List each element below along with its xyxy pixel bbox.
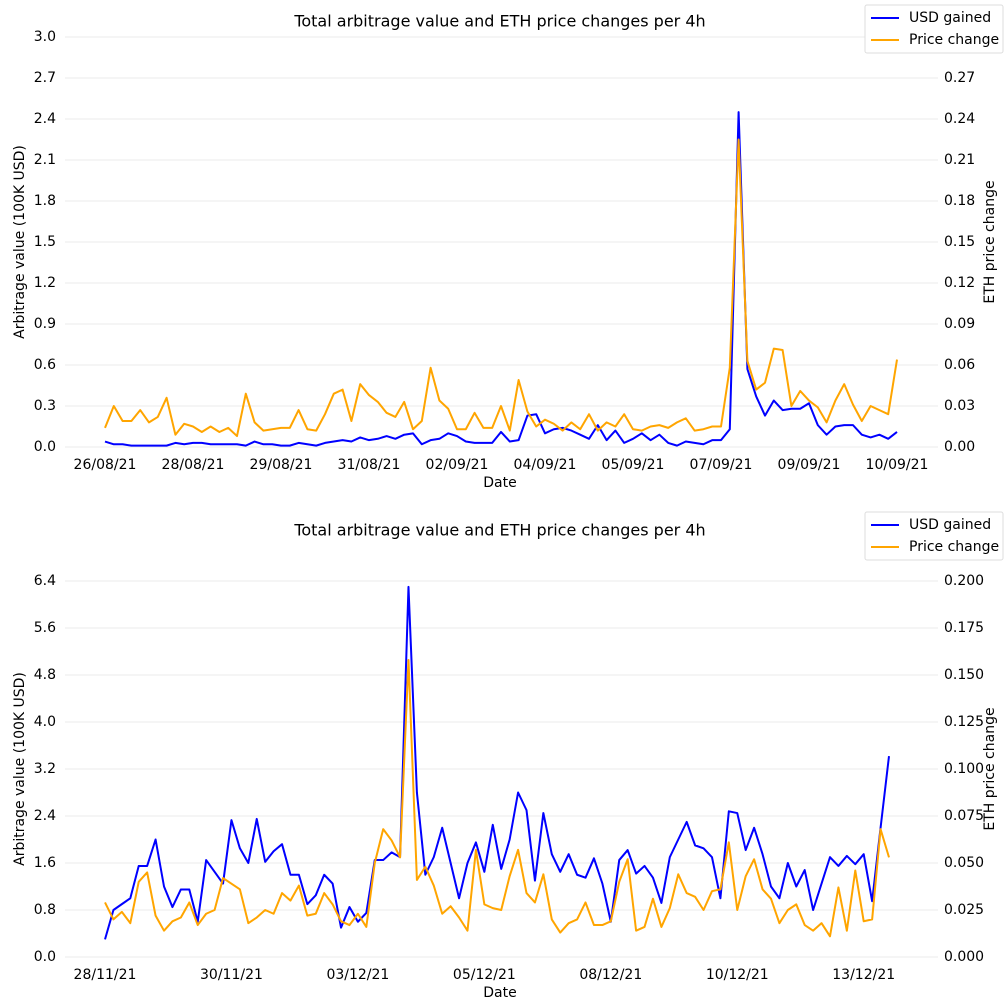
x-tick-label: 26/08/21 (74, 457, 137, 473)
legend-label: Price change (909, 539, 999, 555)
y2-tick-label: 0.03 (944, 398, 975, 414)
y-tick-label: 0.0 (34, 439, 56, 455)
subplot: Total arbitrage value and ETH price chan… (12, 511, 1004, 1000)
y-tick-label: 0.9 (34, 316, 56, 332)
series-line (104, 111, 898, 447)
x-axis-label: Date (483, 985, 516, 1000)
y2-tick-label: 0.000 (944, 949, 984, 965)
x-tick-label: 29/08/21 (250, 457, 313, 473)
y-tick-label: 0.6 (34, 357, 56, 373)
y2-tick-label: 0.12 (944, 275, 975, 291)
y2-tick-label: 0.15 (944, 234, 975, 250)
y2-axis-label: ETH price change (982, 707, 998, 830)
y2-tick-label: 0.025 (944, 902, 984, 918)
y-tick-label: 1.8 (34, 193, 56, 209)
y2-axis-label: ETH price change (982, 180, 998, 303)
x-tick-label: 04/09/21 (514, 457, 577, 473)
y-tick-label: 6.4 (34, 573, 56, 589)
y-tick-label: 2.1 (34, 152, 56, 168)
y-tick-label: 5.6 (34, 620, 56, 636)
y-tick-label: 2.7 (34, 70, 56, 86)
series-line (104, 585, 890, 940)
x-tick-label: 28/11/21 (74, 967, 137, 983)
y-tick-label: 0.0 (34, 949, 56, 965)
x-tick-label: 30/11/21 (200, 967, 263, 983)
y-tick-label: 3.2 (34, 761, 56, 777)
x-tick-label: 05/12/21 (453, 967, 516, 983)
y2-tick-label: 0.24 (944, 111, 975, 127)
x-tick-label: 02/09/21 (426, 457, 489, 473)
y2-tick-label: 0.200 (944, 573, 984, 589)
x-tick-label: 08/12/21 (579, 967, 642, 983)
x-tick-label: 09/09/21 (778, 457, 841, 473)
y-tick-label: 2.4 (34, 111, 56, 127)
x-tick-label: 31/08/21 (338, 457, 401, 473)
y-tick-label: 1.6 (34, 855, 56, 871)
chart-title: Total arbitrage value and ETH price chan… (293, 521, 705, 540)
y-tick-label: 0.3 (34, 398, 56, 414)
x-tick-label: 03/12/21 (326, 967, 389, 983)
series-line (104, 138, 898, 438)
y-tick-label: 1.5 (34, 234, 56, 250)
legend-box (864, 4, 1004, 54)
y2-tick-label: 0.125 (944, 714, 984, 730)
x-tick-label: 05/09/21 (602, 457, 665, 473)
legend-label: USD gained (909, 10, 991, 26)
y2-tick-label: 0.00 (944, 439, 975, 455)
y-axis-label: Arbitrage value (100K USD) (12, 145, 28, 339)
series-line (104, 658, 890, 938)
x-tick-label: 10/12/21 (706, 967, 769, 983)
y2-tick-label: 0.075 (944, 808, 984, 824)
subplot: Total arbitrage value and ETH price chan… (12, 4, 1004, 491)
y2-tick-label: 0.050 (944, 855, 984, 871)
legend-box (864, 511, 1004, 561)
legend-label: Price change (909, 32, 999, 48)
y2-tick-label: 0.09 (944, 316, 975, 332)
y-tick-label: 2.4 (34, 808, 56, 824)
y-tick-label: 4.0 (34, 714, 56, 730)
x-axis-label: Date (483, 475, 516, 491)
x-tick-label: 10/09/21 (866, 457, 929, 473)
x-tick-label: 28/08/21 (162, 457, 225, 473)
y-tick-label: 3.0 (34, 29, 56, 45)
x-tick-label: 13/12/21 (832, 967, 895, 983)
y-tick-label: 1.2 (34, 275, 56, 291)
y2-tick-label: 0.21 (944, 152, 975, 168)
y-tick-label: 0.8 (34, 902, 56, 918)
legend-label: USD gained (909, 517, 991, 533)
y2-tick-label: 0.18 (944, 193, 975, 209)
y-tick-label: 4.8 (34, 667, 56, 683)
y2-tick-label: 0.150 (944, 667, 984, 683)
y2-tick-label: 0.175 (944, 620, 984, 636)
y-axis-label: Arbitrage value (100K USD) (12, 672, 28, 866)
chart-title: Total arbitrage value and ETH price chan… (293, 12, 705, 31)
y2-tick-label: 0.06 (944, 357, 975, 373)
y2-tick-label: 0.27 (944, 70, 975, 86)
y2-tick-label: 0.100 (944, 761, 984, 777)
x-tick-label: 07/09/21 (690, 457, 753, 473)
